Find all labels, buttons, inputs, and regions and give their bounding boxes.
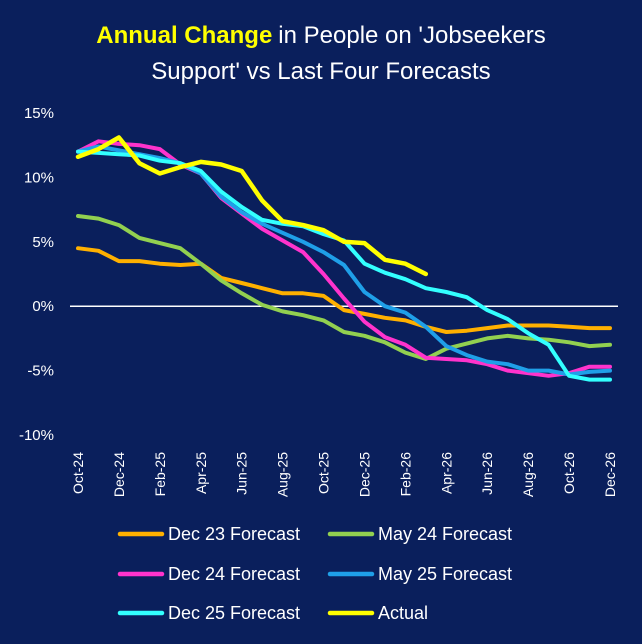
y-tick-label: -5% [27,363,54,380]
x-tick-label: Dec-24 [111,452,127,497]
x-tick-label: Oct-25 [316,452,332,494]
x-tick-label: Feb-25 [152,452,168,497]
x-tick-label: Aug-25 [275,452,291,497]
series-line-dec-23-forecast [76,246,612,334]
x-tick-label: Feb-26 [397,452,413,497]
plot-area: 15% 10% 5% 0% -5% -10% Oct-24 Dec-24 Feb-25 Apr-2… [19,105,618,497]
legend-label-may-25-forecast: May 25 Forecast [378,564,512,584]
x-tick-label: Dec-25 [356,452,372,497]
y-tick-label: 0% [32,298,54,315]
y-tick-label: -10% [19,427,54,444]
chart-title-line-2: Support' vs Last Four Forecasts [151,58,490,85]
x-tick-label: Apr-26 [438,452,454,494]
legend-label-dec-24-forecast: Dec 24 Forecast [168,564,300,584]
series-line-actual [75,135,429,277]
x-tick-label: Apr-25 [193,452,209,494]
chart-title-rest: in People on 'Jobseekers [278,22,545,49]
y-tick-label: 15% [24,105,54,122]
y-tick-label: 10% [24,169,54,186]
x-tick-label: Jun-26 [479,452,495,495]
x-tick-label: Oct-24 [70,452,86,494]
x-tick-label: Aug-26 [520,452,536,497]
chart-title-highlight: Annual Change [96,22,272,49]
legend-label-may-24-forecast: May 24 Forecast [378,524,512,544]
chart-title-line-1: Annual Change in People on 'Jobseekers [96,22,545,49]
legend-label-dec-25-forecast: Dec 25 Forecast [168,603,300,623]
legend-label-actual: Actual [378,603,428,623]
x-tick-label: Jun-25 [234,452,250,495]
legend: Dec 23 Forecast May 24 Forecast Dec 24 For… [117,524,512,623]
x-tick-label: Dec-26 [602,452,618,497]
y-tick-label: 5% [32,234,54,251]
series-line-may-24-forecast [76,214,612,361]
legend-label-dec-23-forecast: Dec 23 Forecast [168,524,300,544]
series-line-dec-24-forecast [76,139,612,378]
x-tick-label: Oct-26 [561,452,577,494]
